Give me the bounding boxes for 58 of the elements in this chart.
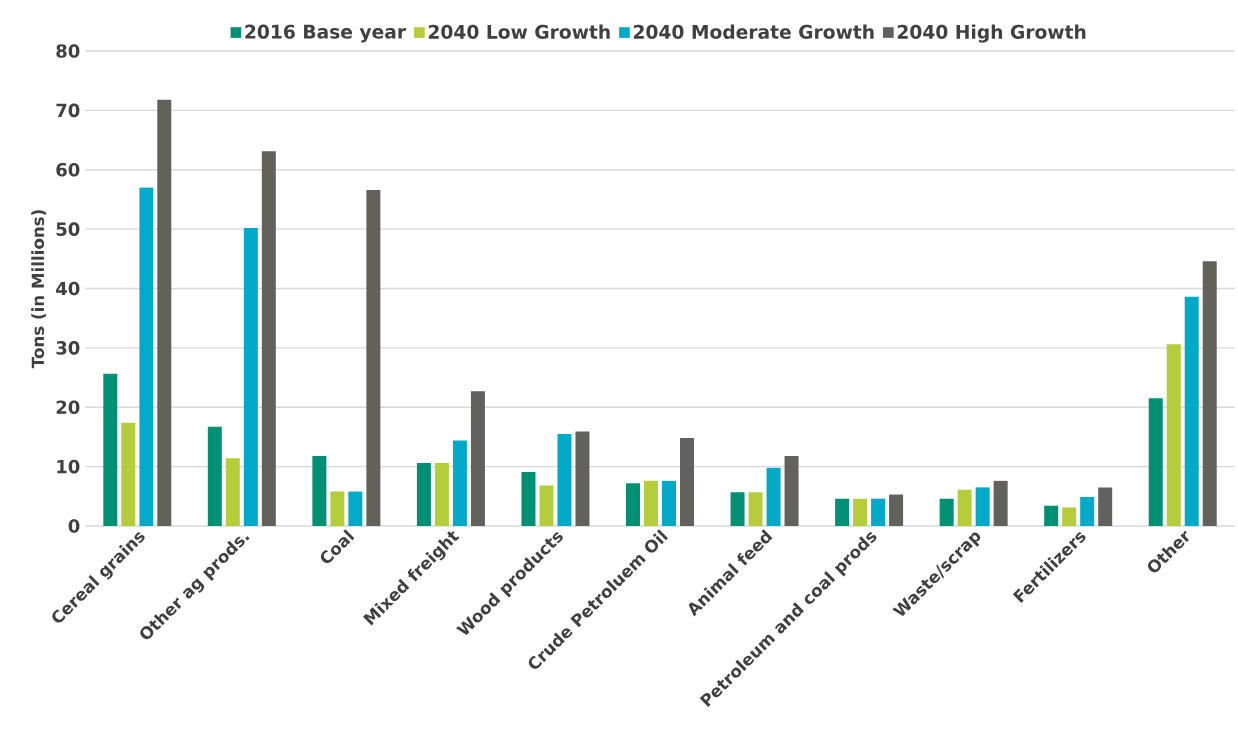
bar xyxy=(312,455,327,526)
bar xyxy=(871,498,886,526)
bar xyxy=(157,99,172,526)
y-tick-label: 60 xyxy=(56,162,80,177)
bar xyxy=(103,373,118,526)
y-tick-label: 30 xyxy=(56,341,80,355)
bar xyxy=(993,480,1008,526)
bar xyxy=(835,498,850,526)
bar xyxy=(1044,505,1059,526)
bar xyxy=(680,438,695,526)
bar xyxy=(470,391,485,526)
bar xyxy=(1098,487,1113,526)
bar xyxy=(730,492,745,526)
bar xyxy=(784,455,799,526)
bar xyxy=(957,489,972,526)
bar xyxy=(853,498,868,526)
bar xyxy=(889,494,904,526)
bar xyxy=(539,485,554,526)
bar xyxy=(1062,507,1077,526)
legend-label: 2040 Low Growth xyxy=(428,24,610,39)
bar xyxy=(348,491,363,526)
bar xyxy=(243,227,258,526)
bar xyxy=(452,440,467,526)
bar xyxy=(330,491,345,526)
bar xyxy=(766,467,781,526)
y-tick-label: 80 xyxy=(56,44,80,58)
bar xyxy=(1202,261,1217,526)
y-tick-label: 40 xyxy=(56,281,80,296)
bar xyxy=(261,151,276,526)
bar xyxy=(644,480,659,526)
bar xyxy=(1184,296,1199,526)
y-tick-label: 10 xyxy=(57,459,80,474)
bar xyxy=(225,458,240,526)
bar xyxy=(366,189,381,526)
bar xyxy=(207,426,222,526)
bar xyxy=(939,498,954,526)
bar xyxy=(521,471,536,526)
bar xyxy=(1080,496,1095,526)
bar xyxy=(626,483,641,526)
bar xyxy=(557,433,572,526)
bar xyxy=(1166,344,1181,526)
bar xyxy=(434,463,449,526)
y-tick-label: 70 xyxy=(56,103,80,118)
y-axis-title: Tons (in Millions) xyxy=(31,210,47,369)
bar xyxy=(575,431,590,526)
bar xyxy=(139,187,154,526)
bar xyxy=(662,480,676,526)
legend-label: 2040 High Growth xyxy=(897,24,1086,43)
legend-label: 2040 Moderate Growth xyxy=(633,24,874,39)
bar xyxy=(121,422,136,526)
bar xyxy=(1148,398,1163,526)
y-tick-label: 50 xyxy=(56,222,80,236)
legend-label: 2016 Base year xyxy=(245,24,407,43)
bar xyxy=(416,463,431,526)
y-tick-label: 20 xyxy=(56,400,80,415)
bar xyxy=(975,487,990,526)
bar xyxy=(748,492,763,526)
y-tick-label: 0 xyxy=(68,519,80,533)
